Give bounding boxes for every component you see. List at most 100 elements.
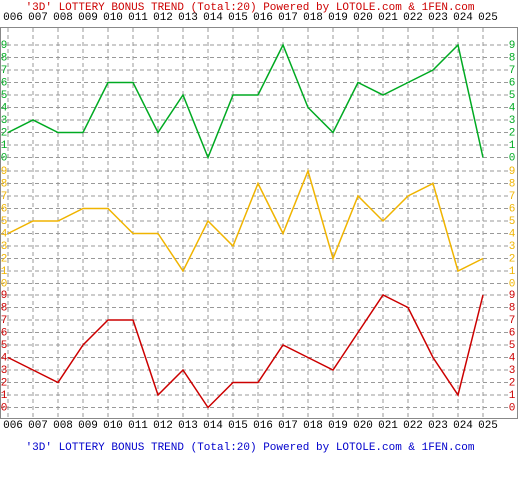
x-tick-label: 019: [328, 420, 348, 432]
x-tick-label: 009: [78, 420, 98, 432]
x-tick-label: 015: [228, 420, 248, 432]
x-tick-label: 024: [453, 12, 473, 24]
x-tick-label: 022: [403, 12, 423, 24]
y-tick-label: 9: [1, 166, 8, 178]
y-tick-label: 1: [1, 266, 8, 278]
x-tick-label: 017: [278, 420, 298, 432]
y-tick-label: 7: [1, 65, 8, 77]
y-tick-label: 2: [509, 253, 516, 265]
y-tick-label: 0: [1, 152, 8, 164]
x-tick-label: 014: [203, 12, 223, 24]
y-tick-label: 8: [1, 52, 8, 64]
y-tick-label: 8: [509, 52, 516, 64]
y-tick-label: 7: [1, 191, 8, 203]
y-tick-label: 2: [1, 127, 8, 139]
x-tick-label: 021: [378, 12, 398, 24]
y-tick-label: 5: [509, 340, 516, 352]
y-tick-label: 1: [509, 390, 516, 402]
x-tick-label: 023: [428, 12, 448, 24]
x-tick-label: 010: [103, 420, 123, 432]
y-tick-label: 7: [509, 315, 516, 327]
x-tick-label: 011: [128, 12, 148, 24]
y-tick-label: 2: [509, 127, 516, 139]
x-tick-label: 024: [453, 420, 473, 432]
y-tick-label: 2: [1, 253, 8, 265]
y-tick-label: 8: [509, 302, 516, 314]
y-tick-label: 0: [509, 402, 516, 414]
x-tick-label: 010: [103, 12, 123, 24]
x-tick-label: 014: [203, 420, 223, 432]
x-tick-label: 008: [53, 420, 73, 432]
x-tick-label: 012: [153, 12, 173, 24]
x-tick-label: 006: [3, 12, 23, 24]
y-tick-label: 5: [509, 90, 516, 102]
y-tick-label: 3: [1, 365, 8, 377]
x-tick-label: 011: [128, 420, 148, 432]
series-line: [7, 168, 484, 273]
y-tick-label: 4: [509, 102, 516, 114]
y-tick-label: 4: [509, 228, 516, 240]
y-tick-label: 6: [1, 77, 8, 89]
x-tick-label: 012: [153, 420, 173, 432]
y-tick-label: 7: [1, 315, 8, 327]
x-tick-label: 021: [378, 420, 398, 432]
x-tick-label: 018: [303, 12, 323, 24]
x-tick-label: 025: [478, 420, 498, 432]
y-tick-label: 9: [509, 290, 516, 302]
y-tick-label: 6: [1, 203, 8, 215]
y-tick-label: 8: [1, 302, 8, 314]
y-tick-label: 1: [509, 140, 516, 152]
frame: [0, 27, 518, 419]
y-tick-label: 9: [509, 166, 516, 178]
x-tick-label: 017: [278, 12, 298, 24]
x-tick-label: 013: [178, 420, 198, 432]
y-tick-label: 5: [1, 90, 8, 102]
y-tick-label: 6: [509, 77, 516, 89]
x-tick-label: 013: [178, 12, 198, 24]
y-tick-label: 5: [1, 216, 8, 228]
x-tick-label: 009: [78, 12, 98, 24]
y-tick-label: 4: [1, 228, 8, 240]
y-tick-label: 5: [1, 340, 8, 352]
y-tick-label: 9: [1, 290, 8, 302]
y-tick-label: 4: [1, 102, 8, 114]
y-tick-label: 9: [1, 40, 8, 52]
x-tick-label: 016: [253, 420, 273, 432]
x-tick-label: 016: [253, 12, 273, 24]
x-tick-label: 019: [328, 12, 348, 24]
y-tick-label: 6: [509, 203, 516, 215]
x-tick-label: 007: [28, 12, 48, 24]
y-tick-label: 0: [1, 278, 8, 290]
x-tick-label: 015: [228, 12, 248, 24]
x-tick-label: 025: [478, 12, 498, 24]
y-tick-label: 8: [509, 178, 516, 190]
chart-footer: '3D' LOTTERY BONUS TREND (Total:20) Powe…: [26, 442, 475, 454]
y-tick-label: 6: [509, 327, 516, 339]
y-tick-label: 5: [509, 216, 516, 228]
y-tick-label: 3: [509, 365, 516, 377]
x-tick-label: 008: [53, 12, 73, 24]
y-tick-label: 1: [1, 390, 8, 402]
y-tick-label: 7: [509, 191, 516, 203]
series-line: [7, 294, 484, 409]
y-tick-label: 1: [1, 140, 8, 152]
chart-title: '3D' LOTTERY BONUS TREND (Total:20) Powe…: [26, 2, 475, 14]
y-tick-label: 4: [1, 352, 8, 364]
y-tick-label: 6: [1, 327, 8, 339]
y-tick-label: 0: [1, 402, 8, 414]
y-tick-label: 1: [509, 266, 516, 278]
y-tick-label: 0: [509, 152, 516, 164]
x-tick-label: 007: [28, 420, 48, 432]
x-tick-label: 020: [353, 12, 373, 24]
x-tick-label: 006: [3, 420, 23, 432]
series-line: [7, 43, 484, 160]
x-tick-label: 018: [303, 420, 323, 432]
y-tick-label: 4: [509, 352, 516, 364]
y-tick-label: 7: [509, 65, 516, 77]
y-tick-label: 9: [509, 40, 516, 52]
y-tick-label: 3: [1, 241, 8, 253]
y-tick-label: 8: [1, 178, 8, 190]
x-tick-label: 020: [353, 420, 373, 432]
